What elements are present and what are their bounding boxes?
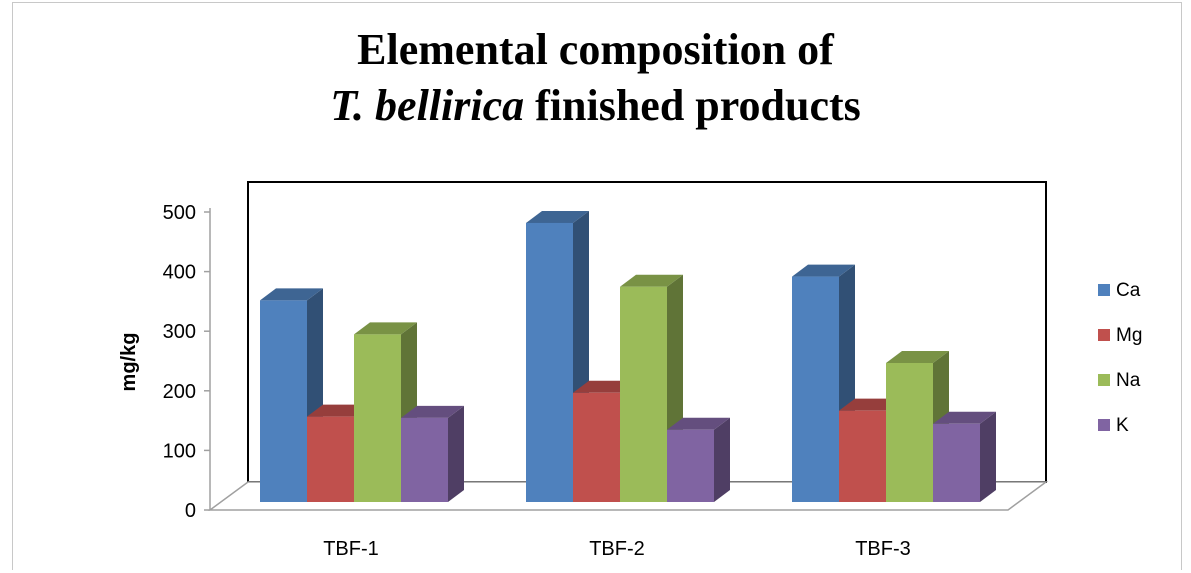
bar-k-tbf-2 — [667, 417, 730, 502]
bar-side — [980, 411, 996, 502]
bar-front — [573, 392, 620, 502]
bar-top — [667, 417, 730, 430]
y-tick-label: 500 — [163, 202, 196, 224]
bar-top — [620, 274, 683, 287]
chart-title-species: T. bellirica — [330, 81, 525, 130]
bar-front — [307, 416, 354, 502]
bar-ca-tbf-2 — [526, 210, 589, 502]
bar-top — [933, 411, 996, 424]
y-tick-label: 200 — [163, 381, 196, 403]
bar-k-tbf-3 — [933, 411, 996, 502]
bars-group — [260, 210, 996, 502]
bar-k-tbf-1 — [401, 405, 464, 502]
y-axis-label: mg/kg — [118, 333, 140, 392]
bar-ca-tbf-3 — [792, 264, 855, 502]
x-tick-label: TBF-1 — [323, 538, 379, 560]
y-tick-label: 0 — [185, 500, 196, 522]
legend-label-mg: Mg — [1116, 325, 1142, 346]
chart-title-line1: Elemental composition of — [357, 25, 834, 74]
legend-swatch-ca — [1098, 284, 1110, 296]
bar-top — [260, 288, 323, 301]
bar-top — [792, 264, 855, 277]
chart-frame — [12, 2, 1182, 570]
bar-front — [620, 286, 667, 502]
bar-front — [933, 423, 980, 502]
y-tick-label: 300 — [163, 321, 196, 343]
legend-swatch-na — [1098, 374, 1110, 386]
chart-title-line2: T. bellirica finished products — [0, 84, 1191, 128]
bar-front — [667, 429, 714, 502]
y-tick-label: 400 — [163, 262, 196, 284]
bar-front — [886, 363, 933, 502]
bar-side — [448, 405, 464, 502]
y-tick-label: 100 — [163, 440, 196, 462]
bar-front — [839, 410, 886, 502]
legend-swatch-mg — [1098, 329, 1110, 341]
bar-front — [260, 300, 307, 502]
bar-front — [526, 222, 573, 502]
bar-front — [401, 417, 448, 502]
legend: Ca Mg Na K — [1098, 280, 1142, 436]
x-tick-label: TBF-2 — [589, 538, 645, 560]
bar-top — [526, 210, 589, 223]
bar-top — [401, 405, 464, 418]
legend-swatch-k — [1098, 419, 1110, 431]
legend-label-ca: Ca — [1116, 280, 1141, 301]
chart-title-rest: finished products — [524, 81, 861, 130]
legend-label-na: Na — [1116, 370, 1141, 391]
bar-front — [792, 276, 839, 502]
bar-top — [886, 351, 949, 363]
bar-side — [714, 417, 730, 502]
axes-group: 0 100 200 300 400 500 TBF-1 TBF-2 TBF-3 — [163, 202, 911, 560]
legend-label-k: K — [1116, 415, 1129, 436]
bar-front — [354, 334, 401, 502]
bar-top — [354, 322, 417, 335]
x-tick-label: TBF-3 — [855, 538, 911, 560]
